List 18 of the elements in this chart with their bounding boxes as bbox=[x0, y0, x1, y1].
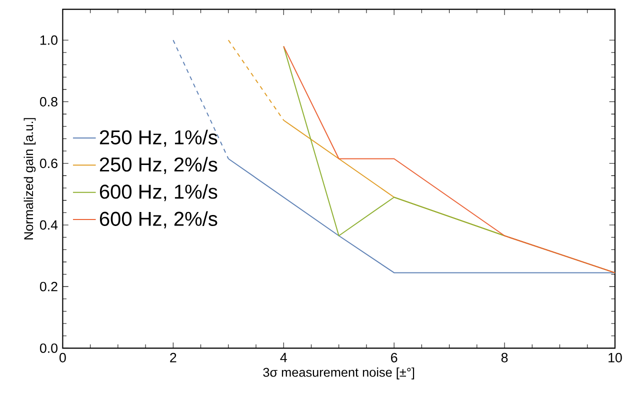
legend-label: 250 Hz, 1%/s bbox=[100, 130, 218, 148]
x-tick-label: 10 bbox=[608, 353, 622, 363]
y-axis-title: Normalized gain [a.u.] bbox=[24, 118, 36, 240]
x-tick-label: 2 bbox=[170, 353, 176, 362]
x-tick-label: 6 bbox=[391, 353, 398, 363]
y-tick-label: 1.0 bbox=[40, 36, 58, 46]
x-tick-label: 4 bbox=[280, 353, 287, 362]
y-tick-label: 0.0 bbox=[40, 344, 58, 354]
legend-label: 250 Hz, 2%/s bbox=[100, 157, 218, 174]
y-tick-label: 0.2 bbox=[40, 282, 58, 292]
y-tick-label: 0.4 bbox=[40, 220, 58, 230]
x-axis-title: 3σ measurement noise [±°] bbox=[263, 368, 414, 380]
x-tick-label: 8 bbox=[501, 353, 508, 363]
y-tick-label: 0.6 bbox=[40, 158, 58, 168]
x-tick-label: 0 bbox=[60, 353, 66, 363]
y-tick-label: 0.8 bbox=[40, 97, 58, 107]
legend-label: 600 Hz, 1%/s bbox=[100, 184, 218, 202]
legend-label: 600 Hz, 2%/s bbox=[100, 211, 218, 229]
